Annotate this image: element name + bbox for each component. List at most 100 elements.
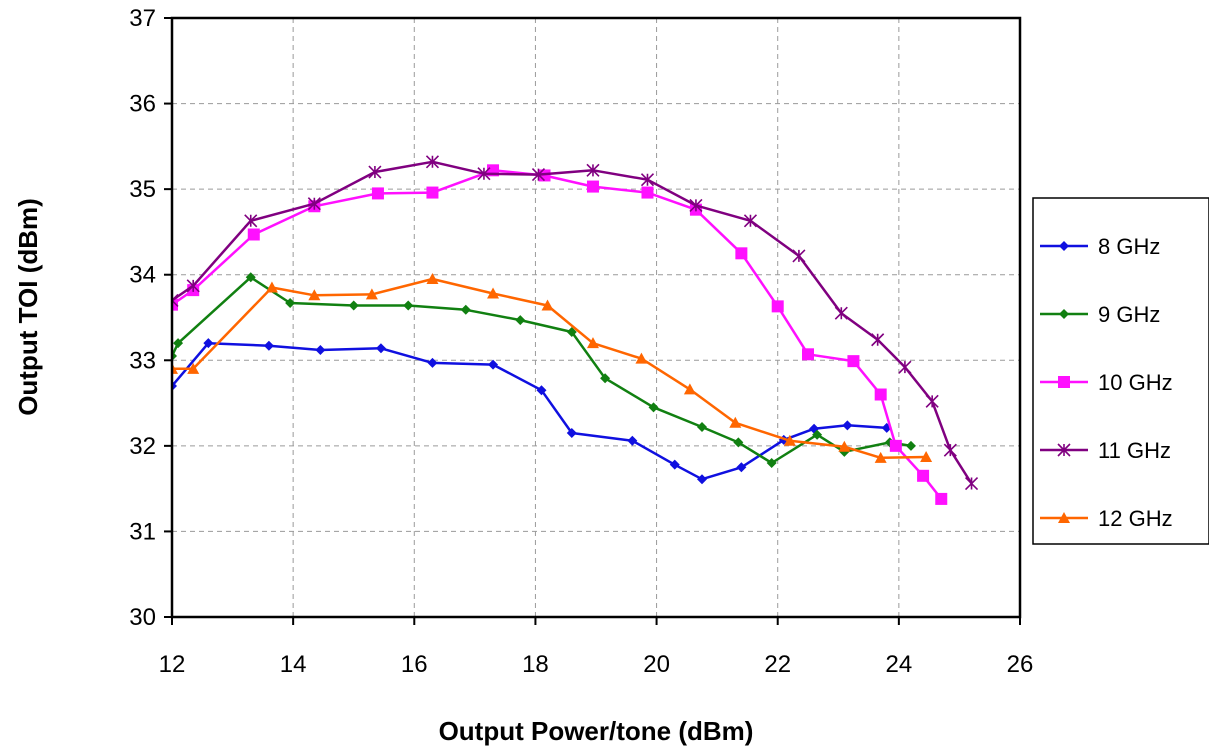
data-point-11-ghz bbox=[640, 173, 655, 187]
data-point-12-ghz bbox=[920, 450, 933, 462]
data-point-10-ghz bbox=[802, 348, 814, 361]
data-point-8-ghz bbox=[263, 340, 274, 351]
x-tick-label: 12 bbox=[159, 651, 186, 678]
data-point-11-ghz bbox=[186, 279, 200, 293]
legend-label-10-ghz: 10 GHz bbox=[1098, 370, 1173, 395]
data-point-12-ghz bbox=[635, 352, 648, 364]
y-tick-label: 33 bbox=[129, 347, 156, 374]
x-tick-label: 24 bbox=[886, 651, 913, 678]
tick-layer: 12 14 16 18 20 22 24 26 30 31 32 33 34 35 36 37 bbox=[129, 5, 1033, 678]
data-point-9-ghz bbox=[285, 297, 296, 308]
data-point-12-ghz bbox=[729, 416, 742, 428]
series-line-9-ghz bbox=[172, 276, 912, 465]
data-point-11-ghz bbox=[792, 249, 806, 263]
y-tick-label: 35 bbox=[129, 176, 156, 203]
data-point-11-ghz bbox=[925, 394, 939, 408]
data-point-8-ghz bbox=[566, 428, 577, 439]
data-point-11-ghz bbox=[689, 198, 703, 212]
series-12-ghz bbox=[172, 272, 933, 463]
data-point-10-ghz bbox=[917, 469, 930, 482]
data-point-9-ghz bbox=[905, 440, 916, 451]
x-tick-label: 18 bbox=[522, 651, 549, 678]
data-point-12-ghz bbox=[783, 434, 796, 446]
y-tick-label: 31 bbox=[129, 518, 156, 545]
data-point-12-ghz bbox=[172, 362, 178, 374]
y-tick-label: 34 bbox=[129, 262, 156, 289]
data-point-11-ghz bbox=[964, 476, 979, 491]
data-point-8-ghz bbox=[427, 357, 438, 368]
data-point-12-ghz bbox=[874, 451, 887, 463]
data-point-9-ghz bbox=[648, 402, 659, 413]
data-point-11-ghz bbox=[244, 214, 258, 228]
legend-entry-10-ghz: 10 GHz bbox=[1040, 370, 1173, 395]
x-tick-label: 14 bbox=[280, 651, 307, 678]
y-tick-label: 32 bbox=[129, 433, 156, 460]
data-point-8-ghz bbox=[842, 420, 853, 431]
series-8-ghz bbox=[172, 338, 892, 485]
data-point-10-ghz bbox=[935, 492, 948, 505]
x-tick-label: 22 bbox=[764, 651, 791, 678]
legend-entry-9-ghz: 9 GHz bbox=[1040, 302, 1160, 327]
x-tick-label: 16 bbox=[401, 651, 428, 678]
legend-entry-12-ghz: 12 GHz bbox=[1040, 506, 1173, 531]
data-point-11-ghz bbox=[898, 360, 912, 374]
series-layer bbox=[172, 155, 979, 505]
data-point-9-ghz bbox=[600, 373, 611, 384]
data-point-10-ghz bbox=[586, 180, 599, 193]
legend-entry-8-ghz: 8 GHz bbox=[1040, 234, 1160, 259]
data-point-8-ghz bbox=[488, 359, 499, 370]
series-11-ghz bbox=[172, 155, 979, 491]
y-tick-label: 37 bbox=[129, 5, 156, 32]
data-point-9-ghz bbox=[515, 315, 526, 326]
data-point-9-ghz bbox=[697, 422, 707, 433]
data-point-12-ghz bbox=[838, 440, 851, 452]
data-point-9-ghz bbox=[766, 457, 777, 468]
data-point-12-ghz bbox=[265, 281, 278, 293]
legend-marker-10-ghz bbox=[1058, 376, 1070, 388]
data-point-11-ghz bbox=[425, 155, 440, 169]
data-point-10-ghz bbox=[641, 186, 654, 199]
y-tick-label: 30 bbox=[129, 604, 156, 631]
data-point-11-ghz bbox=[531, 168, 546, 182]
data-point-11-ghz bbox=[871, 333, 885, 347]
legend-marker-8-ghz bbox=[1059, 241, 1069, 251]
data-point-9-ghz bbox=[566, 327, 577, 338]
x-tick-label: 26 bbox=[1007, 651, 1034, 678]
x-axis-title: Output Power/tone (dBm) bbox=[439, 716, 754, 746]
data-point-10-ghz bbox=[371, 187, 384, 200]
y-axis-title: Output TOI (dBm) bbox=[13, 198, 43, 416]
data-point-11-ghz bbox=[307, 197, 321, 211]
data-point-10-ghz bbox=[847, 355, 860, 368]
data-point-8-ghz bbox=[697, 474, 707, 485]
data-point-11-ghz bbox=[743, 214, 758, 228]
data-point-12-ghz bbox=[426, 272, 439, 284]
data-point-9-ghz bbox=[733, 437, 744, 448]
legend-marker-12-ghz bbox=[1058, 512, 1070, 523]
data-point-10-ghz bbox=[172, 298, 178, 311]
data-point-11-ghz bbox=[943, 443, 957, 457]
legend-label-12-ghz: 12 GHz bbox=[1098, 506, 1173, 531]
data-point-9-ghz bbox=[460, 304, 471, 315]
data-point-8-ghz bbox=[736, 462, 747, 473]
series-line-12-ghz bbox=[172, 277, 927, 460]
data-point-11-ghz bbox=[172, 293, 179, 307]
legend: 8 GHz 9 GHz 10 GHz 11 GHz 12 GHz bbox=[1032, 197, 1209, 545]
data-point-11-ghz bbox=[368, 165, 382, 179]
data-point-12-ghz bbox=[187, 362, 200, 374]
data-point-9-ghz bbox=[348, 300, 359, 311]
data-point-11-ghz bbox=[586, 163, 600, 177]
y-tick-label: 36 bbox=[129, 91, 156, 118]
data-point-8-ghz bbox=[627, 435, 638, 446]
data-point-10-ghz bbox=[426, 186, 439, 199]
plot-area-border bbox=[170, 16, 1022, 619]
legend-box bbox=[1032, 197, 1209, 545]
data-point-8-ghz bbox=[203, 338, 214, 349]
legend-label-9-ghz: 9 GHz bbox=[1098, 302, 1160, 327]
data-point-8-ghz bbox=[375, 343, 386, 354]
data-point-9-ghz bbox=[173, 338, 184, 349]
data-point-8-ghz bbox=[315, 345, 326, 356]
legend-marker-9-ghz bbox=[1059, 309, 1069, 319]
legend-marker-11-ghz bbox=[1057, 443, 1071, 457]
data-point-9-ghz bbox=[812, 429, 823, 440]
